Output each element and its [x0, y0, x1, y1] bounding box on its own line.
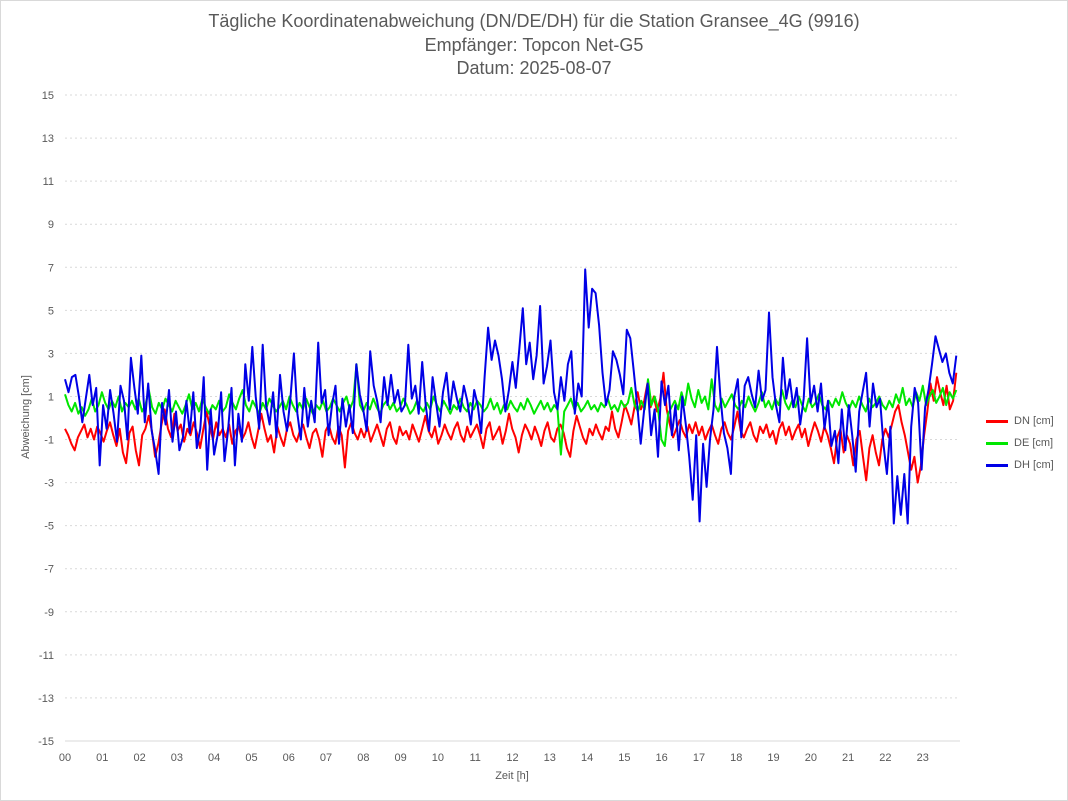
x-tick-label: 01 [96, 752, 108, 764]
x-tick-label: 11 [469, 752, 480, 764]
y-tick-label: -5 [44, 521, 54, 533]
x-tick-label: 00 [59, 752, 71, 764]
legend-item-dn: DN [cm] [986, 410, 1054, 432]
x-tick-label: 13 [544, 752, 556, 764]
x-tick-label: 02 [133, 752, 145, 764]
y-tick-label: -1 [44, 435, 54, 447]
x-tick-label: 22 [879, 752, 891, 764]
x-tick-label: 15 [618, 752, 630, 764]
series-line-de [64, 363, 958, 456]
y-tick-label: -3 [44, 478, 54, 490]
chart-title: Tägliche Koordinatenabweichung (DN/DE/DH… [208, 11, 860, 31]
legend-swatch-de [986, 441, 1008, 445]
y-tick-label: 7 [48, 262, 54, 274]
y-tick-label: -7 [44, 564, 54, 576]
y-tick-label: -13 [38, 693, 54, 705]
y-tick-labels: 15 13 11 9 7 5 3 1 -1 -3 -5 -7 -9 -11 -13 -15 [38, 90, 54, 748]
y-tick-label: -15 [38, 736, 54, 748]
y-tick-label: -11 [39, 650, 54, 662]
x-tick-labels: 00 01 02 03 04 05 06 07 08 09 10 11 12 13 14 15 16 17 18 19… [59, 752, 929, 764]
legend-label-dn: DN [cm] [1014, 415, 1054, 427]
y-tick-label: 15 [42, 90, 54, 102]
x-tick-label: 17 [693, 752, 705, 764]
legend-label-de: DE [cm] [1014, 437, 1054, 449]
x-tick-label: 18 [730, 752, 742, 764]
y-tick-label: 5 [48, 305, 54, 317]
x-tick-label: 03 [171, 752, 183, 764]
x-tick-label: 19 [767, 752, 779, 764]
legend-item-de: DE [cm] [986, 432, 1054, 454]
y-tick-label: 11 [43, 176, 54, 188]
series-lines [64, 268, 958, 525]
x-tick-label: 16 [656, 752, 668, 764]
series-line-dn [64, 371, 958, 484]
x-tick-label: 07 [320, 752, 332, 764]
chart-legend: DN [cm] DE [cm] DH [cm] [986, 410, 1054, 476]
y-tick-label: 1 [48, 391, 54, 403]
legend-swatch-dh [986, 463, 1008, 467]
y-tick-label: 3 [48, 348, 54, 360]
chart-subtitle-receiver: Empfänger: Topcon Net-G5 [424, 35, 644, 55]
series-line-dh [64, 268, 958, 525]
y-tick-label: 9 [48, 219, 54, 231]
x-tick-label: 21 [842, 752, 854, 764]
y-axis-title: Abweichung [cm] [20, 375, 32, 459]
x-tick-label: 08 [357, 752, 369, 764]
x-tick-label: 20 [805, 752, 817, 764]
x-tick-label: 23 [917, 752, 929, 764]
legend-item-dh: DH [cm] [986, 454, 1054, 476]
x-tick-label: 14 [581, 752, 593, 764]
legend-label-dh: DH [cm] [1014, 459, 1054, 471]
y-tick-label: 13 [42, 133, 54, 145]
x-tick-label: 12 [506, 752, 518, 764]
legend-swatch-dn [986, 419, 1008, 423]
x-tick-label: 06 [283, 752, 295, 764]
x-tick-label: 09 [395, 752, 407, 764]
x-axis-title: Zeit [h] [495, 770, 529, 782]
x-tick-label: 05 [245, 752, 257, 764]
chart-subtitle-date: Datum: 2025-08-07 [456, 58, 612, 78]
x-tick-label: 04 [208, 752, 220, 764]
x-tick-label: 10 [432, 752, 444, 764]
y-tick-label: -9 [44, 607, 54, 619]
